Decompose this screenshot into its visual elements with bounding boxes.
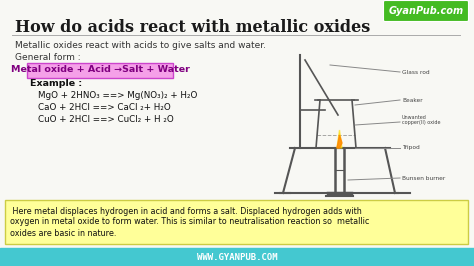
Text: CaO + 2HCl ==> CaCl ₂+ H₂O: CaO + 2HCl ==> CaCl ₂+ H₂O bbox=[38, 103, 171, 113]
Text: oxygen in metal oxide to form water. This is similar to neutralisation reaction : oxygen in metal oxide to form water. Thi… bbox=[10, 218, 369, 227]
Text: CuO + 2HCl ==> CuCl₂ + H ₂O: CuO + 2HCl ==> CuCl₂ + H ₂O bbox=[38, 115, 174, 124]
Text: Metal oxide + Acid →Salt + Water: Metal oxide + Acid →Salt + Water bbox=[10, 65, 190, 74]
Text: Metallic oxides react with acids to give salts and water.: Metallic oxides react with acids to give… bbox=[15, 41, 266, 51]
Bar bbox=[0, 248, 474, 266]
Polygon shape bbox=[337, 135, 342, 148]
Text: Example :: Example : bbox=[30, 80, 82, 89]
Text: Beaker: Beaker bbox=[402, 98, 423, 102]
Text: General form :: General form : bbox=[15, 53, 81, 63]
Polygon shape bbox=[337, 130, 342, 148]
Text: Unwanted
copper(II) oxide: Unwanted copper(II) oxide bbox=[402, 115, 440, 125]
Text: How do acids react with metallic oxides: How do acids react with metallic oxides bbox=[15, 19, 370, 36]
Text: GyanPub.com: GyanPub.com bbox=[388, 6, 464, 16]
Text: WWW.GYANPUB.COM: WWW.GYANPUB.COM bbox=[197, 252, 277, 261]
FancyBboxPatch shape bbox=[27, 63, 173, 77]
FancyBboxPatch shape bbox=[383, 1, 468, 22]
Text: Glass rod: Glass rod bbox=[402, 69, 429, 74]
Bar bbox=[5, 200, 468, 244]
Text: MgO + 2HNO₃ ==> Mg(NO₃)₂ + H₂O: MgO + 2HNO₃ ==> Mg(NO₃)₂ + H₂O bbox=[38, 92, 197, 101]
Text: oxides are basic in nature.: oxides are basic in nature. bbox=[10, 228, 117, 238]
Text: Tripod: Tripod bbox=[402, 146, 420, 151]
Text: Here metal displaces hydrogen in acid and forms a salt. Displaced hydrogen adds : Here metal displaces hydrogen in acid an… bbox=[10, 206, 362, 215]
Text: Bunsen burner: Bunsen burner bbox=[402, 176, 445, 181]
